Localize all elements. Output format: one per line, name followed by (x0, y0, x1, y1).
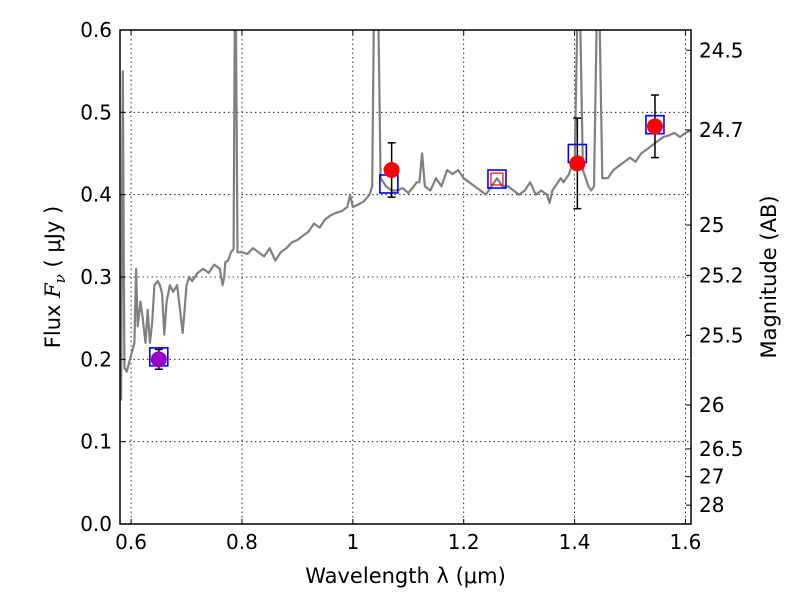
y-tick-label: 0.4 (80, 183, 112, 207)
mag-tick-label: 26.5 (699, 437, 744, 461)
mag-tick-label: 28 (699, 493, 724, 517)
mag-tick-label: 24.7 (699, 118, 744, 142)
data-point (150, 351, 167, 368)
x-axis-label: Wavelength λ (μm) (305, 564, 506, 588)
data-point (569, 155, 586, 172)
mag-tick-label: 27 (699, 465, 724, 489)
y-tick-label: 0.3 (80, 265, 112, 289)
x-tick-label: 0.8 (226, 530, 258, 554)
y-axis-label-subscript: ν (51, 274, 69, 283)
right-axis-label: Magnitude (AB) (757, 195, 781, 358)
y-tick-label: 0.6 (80, 18, 112, 42)
x-tick-label: 1.2 (448, 530, 480, 554)
y-axis-label-unit: ( μJy ) (41, 206, 65, 274)
model-square (487, 169, 507, 189)
y-tick-label: 0.2 (80, 347, 112, 371)
data-point (383, 161, 400, 178)
axis-ticks: 0.6 0.8 1 1.2 1.4 1.6 0.0 0.1 0.2 0.3 0.4 0.5 0.6 24.… (80, 18, 743, 554)
mag-tick-label: 25.5 (699, 323, 744, 347)
y-axis-label-symbol: F (41, 282, 65, 299)
x-tick-label: 0.6 (115, 530, 147, 554)
spectrum-line (120, 30, 691, 401)
mag-tick-label: 25 (699, 213, 724, 237)
plot-area (120, 30, 691, 401)
mag-tick-label: 26 (699, 393, 724, 417)
y-axis-label-prefix: Flux (41, 298, 65, 348)
grid-lines (120, 29, 691, 525)
x-tick-label: 1 (346, 530, 359, 554)
y-tick-label: 0.0 (80, 512, 112, 536)
x-tick-label: 1.6 (670, 530, 702, 554)
data-point (646, 118, 663, 135)
model-square-inner (490, 172, 504, 186)
mag-tick-label: 25.2 (699, 263, 744, 287)
mag-tick-label: 24.5 (699, 38, 744, 62)
y-tick-label: 0.5 (80, 100, 112, 124)
x-tick-label: 1.4 (559, 530, 591, 554)
y-axis-label: Flux Fν ( μJy ) (41, 206, 69, 348)
y-tick-label: 0.1 (80, 430, 112, 454)
